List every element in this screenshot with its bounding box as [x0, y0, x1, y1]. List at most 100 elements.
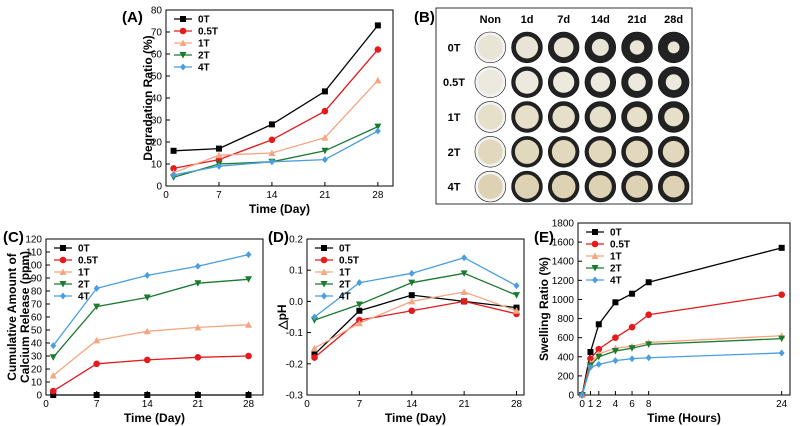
y-tick-label: 100: [25, 261, 42, 272]
series-line: [581, 335, 782, 396]
grid-col-label: 14d: [591, 14, 610, 26]
sample-disk: [664, 107, 684, 127]
y-tick-label: -0.3: [286, 391, 304, 402]
data-point: [180, 63, 186, 71]
x-tick-label: 2: [596, 399, 602, 410]
grid-row-label: 1T: [448, 112, 461, 124]
y-tick-label: 10: [31, 378, 43, 389]
data-point: [321, 156, 328, 164]
data-point: [49, 387, 57, 395]
legend-label: 0.5T: [78, 256, 98, 267]
data-point: [374, 123, 382, 131]
legend-label: 0T: [78, 244, 90, 255]
plot-frame: [577, 222, 791, 396]
x-tick-label: 21: [192, 399, 204, 410]
data-point: [245, 352, 252, 360]
data-point: [321, 107, 329, 115]
data-point: [374, 22, 381, 29]
x-axis-title: Time (Day): [124, 411, 185, 425]
legend-label: 0.5T: [198, 27, 218, 38]
sample-disk: [477, 174, 503, 200]
data-point: [408, 292, 415, 299]
legend-label: 1T: [198, 39, 210, 50]
data-point: [579, 391, 586, 399]
x-tick-label: 21: [459, 399, 471, 410]
sample-disk: [551, 174, 576, 199]
data-point: [513, 282, 520, 290]
data-point: [778, 244, 785, 251]
x-tick-label: 28: [511, 399, 523, 410]
panel-label: (D): [268, 229, 289, 246]
data-point: [778, 349, 785, 357]
data-point: [321, 245, 327, 251]
data-point: [215, 162, 222, 170]
data-point: [645, 354, 652, 362]
data-point: [612, 357, 619, 365]
y-tick-label: 50: [151, 72, 163, 83]
data-point: [645, 311, 652, 319]
series-line: [52, 324, 249, 377]
data-point: [611, 348, 619, 355]
y-tick-label: 20: [31, 365, 43, 376]
data-point: [170, 147, 177, 154]
x-tick-label: 7: [94, 399, 100, 410]
panel-b: (B) Non 1d 7d 14d 21d 28d 0T 0.5T 1T 2T 4T: [414, 7, 693, 205]
data-point: [245, 321, 253, 328]
data-point: [179, 39, 187, 46]
x-tick-label: 14: [142, 399, 154, 410]
data-point: [356, 279, 363, 287]
sample-disk: [588, 175, 612, 199]
grid-col-label: 1d: [521, 14, 534, 26]
x-tick-label: 8: [646, 399, 652, 410]
legend-label: 0.5T: [610, 240, 630, 251]
y-tick-label: 110: [26, 248, 42, 259]
legend-label: 1T: [339, 268, 351, 279]
data-point: [587, 349, 594, 355]
data-point: [245, 392, 252, 398]
data-point: [59, 268, 67, 275]
panel-label: (E): [534, 229, 554, 246]
data-point: [612, 334, 619, 341]
series-line: [314, 294, 517, 355]
sample-disk: [553, 37, 574, 58]
data-point: [592, 229, 598, 235]
y-tick-label: -0.1: [286, 328, 304, 339]
y-tick-label: 1200: [552, 276, 575, 287]
data-point: [355, 301, 363, 309]
plot-frame: [306, 238, 525, 396]
sample-disk: [625, 175, 649, 198]
data-point: [587, 363, 594, 371]
data-point: [587, 355, 594, 362]
data-point: [374, 76, 382, 84]
data-point: [144, 392, 151, 398]
data-point: [143, 356, 151, 364]
y-tick-label: 120: [25, 235, 42, 246]
legend-label: 0T: [198, 15, 210, 26]
data-point: [778, 335, 786, 343]
data-point: [194, 280, 202, 287]
data-point: [180, 16, 186, 22]
legend-label: 0T: [610, 228, 622, 239]
y-tick-label: 0: [36, 391, 42, 402]
y-tick-label: 80: [31, 287, 43, 298]
data-point: [215, 145, 222, 152]
data-point: [268, 158, 275, 166]
legend-label: 2T: [610, 264, 622, 275]
data-point: [321, 88, 328, 95]
legend-label: 2T: [339, 280, 351, 291]
y-axis-title: Swelling Ratio (%): [537, 257, 551, 361]
legend-label: 4T: [339, 292, 351, 303]
data-point: [59, 281, 67, 288]
sample-disk: [514, 174, 540, 199]
data-point: [513, 292, 521, 299]
series-line: [581, 337, 782, 396]
data-point: [194, 262, 201, 270]
panel-b-label: (B): [414, 9, 435, 26]
sample-disk: [515, 36, 539, 59]
grid-col-label: Non: [480, 14, 502, 26]
grid-row-label: 2T: [448, 147, 461, 159]
y-tick-label: 0: [568, 391, 574, 402]
x-tick-label: 14: [406, 399, 418, 410]
data-point: [320, 256, 328, 264]
y-tick-label: 90: [31, 274, 43, 285]
